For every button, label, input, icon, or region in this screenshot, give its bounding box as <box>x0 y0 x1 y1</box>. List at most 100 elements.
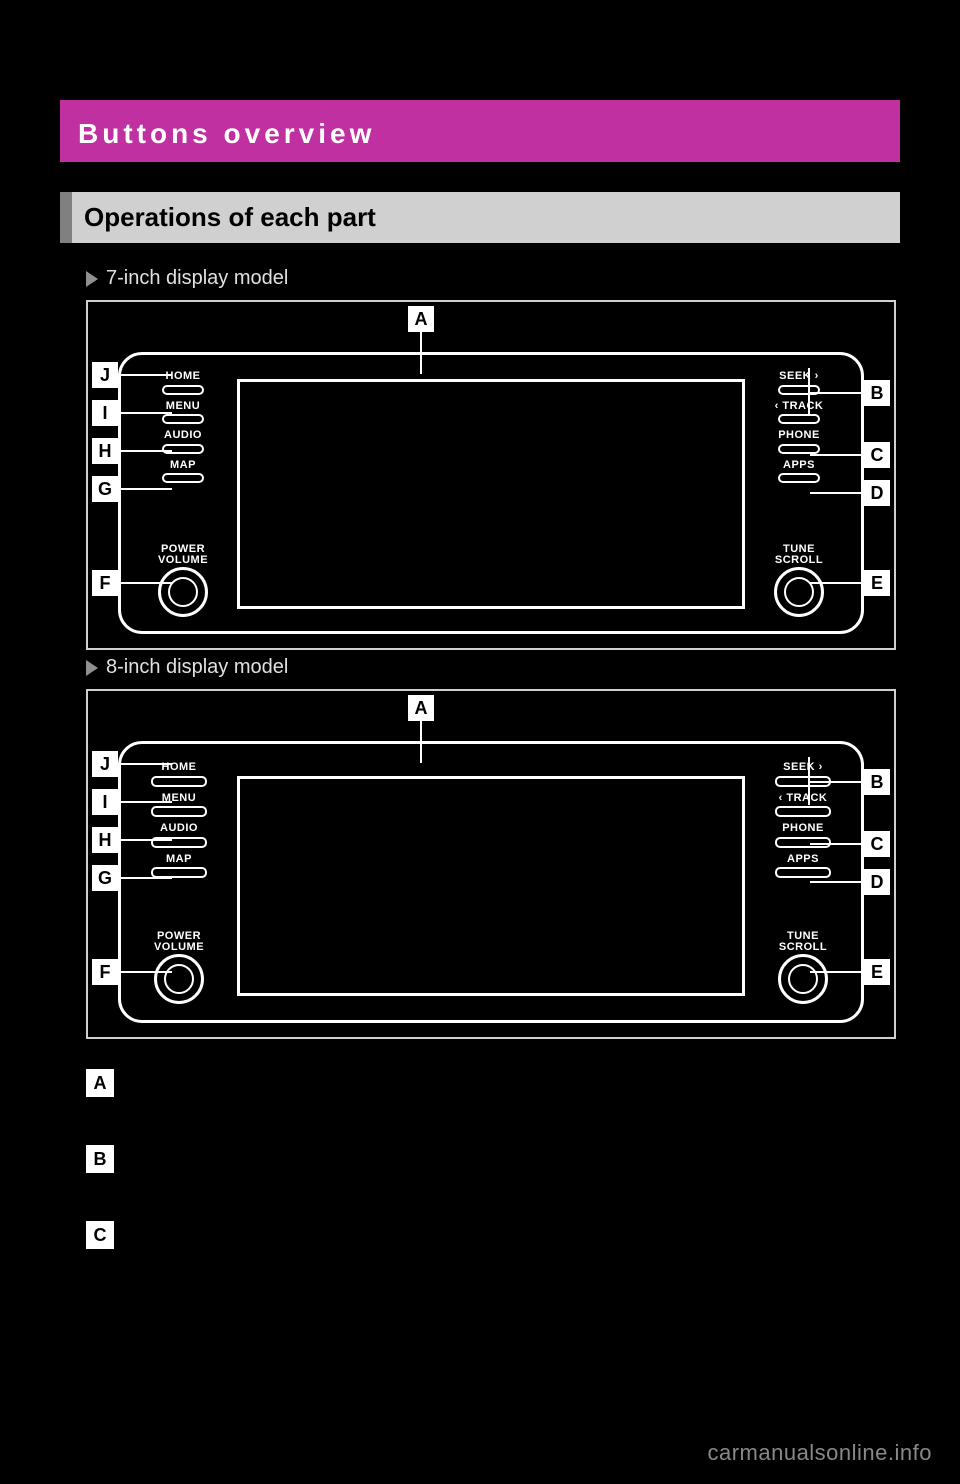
button-map[interactable]: MAP <box>151 848 207 879</box>
triangle-icon <box>86 271 98 287</box>
callout-box-E: E <box>864 570 890 596</box>
diagram-frame: AHOMEMENUAUDIOMAPPOWER VOLUMESEEK ›‹ TRA… <box>86 689 896 1039</box>
callout-lead <box>118 763 172 765</box>
callout-lead <box>118 582 172 584</box>
callout-lead <box>118 801 172 803</box>
definition-row: A <box>86 1069 900 1109</box>
callout-lead <box>810 881 864 883</box>
button-label: APPS <box>787 854 819 866</box>
button-label: MAP <box>170 460 196 472</box>
tune-scroll-knob[interactable]: TUNE SCROLL <box>778 925 828 1004</box>
callout-box-H: H <box>92 827 118 853</box>
callout-box-J: J <box>92 362 118 388</box>
left-button-column: HOME MENU AUDIO MAP POWER VOLUME <box>143 365 223 619</box>
button-label: APPS <box>783 460 815 472</box>
button-pill-icon <box>162 473 204 483</box>
power-volume-knob[interactable]: POWER VOLUME <box>158 538 208 617</box>
callout-box-C: C <box>864 442 890 468</box>
knob-label: TUNE SCROLL <box>779 931 827 954</box>
button-label: AUDIO <box>164 430 202 442</box>
callout-box-F: F <box>92 959 118 985</box>
knob-icon <box>778 954 828 1004</box>
button-menu[interactable]: MENU <box>162 395 204 425</box>
power-volume-knob[interactable]: POWER VOLUME <box>154 925 204 1004</box>
callout-lead <box>118 488 172 490</box>
callout-box-I: I <box>92 400 118 426</box>
definition-row: C <box>86 1221 900 1261</box>
callout-lead <box>118 374 172 376</box>
page-number <box>60 40 900 60</box>
triangle-icon <box>86 660 98 676</box>
variant-label: 8-inch display model <box>106 656 288 679</box>
callout-lead <box>810 582 864 584</box>
button-pill-icon <box>778 444 820 454</box>
callout-lead <box>810 454 864 456</box>
callout-box-D: D <box>864 480 890 506</box>
knob-icon <box>154 954 204 1004</box>
knob-label: TUNE SCROLL <box>775 544 823 567</box>
callout-box-A: A <box>408 695 434 721</box>
device-body: HOMEMENUAUDIOMAPPOWER VOLUMESEEK ›‹ TRAC… <box>118 741 864 1023</box>
diagram-frame: A HOME MENU AUDIO MAP POWER VOLUME SEEK ›‹ TRA… <box>86 300 896 650</box>
tune-scroll-knob[interactable]: TUNE SCROLL <box>774 538 824 617</box>
variant-label-row: 7-inch display model <box>86 267 900 290</box>
left-button-column: HOMEMENUAUDIOMAPPOWER VOLUME <box>139 756 219 1006</box>
button-pill-icon <box>162 444 204 454</box>
button-apps[interactable]: APPS <box>775 848 831 879</box>
callout-lead <box>118 877 172 879</box>
callout-box-E: E <box>864 959 890 985</box>
callout-box-G: G <box>92 865 118 891</box>
callout-bracket <box>808 368 810 416</box>
device-body: HOME MENU AUDIO MAP POWER VOLUME SEEK ›‹ TRAC… <box>118 352 864 634</box>
callout-lead <box>810 392 864 394</box>
button-label: PHONE <box>778 430 820 442</box>
definition-letter-box: A <box>86 1069 114 1097</box>
button-audio[interactable]: AUDIO <box>151 817 207 848</box>
knob-label: POWER VOLUME <box>158 544 208 567</box>
callout-box-F: F <box>92 570 118 596</box>
callout-box-H: H <box>92 438 118 464</box>
callout-box-I: I <box>92 789 118 815</box>
button-label: HOME <box>166 371 201 383</box>
button-label: SEEK › <box>779 371 819 383</box>
callout-lead <box>118 839 172 841</box>
knob-label: POWER VOLUME <box>154 931 204 954</box>
callout-lead <box>810 492 864 494</box>
button-label: MAP <box>166 854 192 866</box>
button-pill-icon <box>778 473 820 483</box>
callout-box-B: B <box>864 380 890 406</box>
button-home[interactable]: HOME <box>151 756 207 787</box>
button-label: SEEK › <box>783 762 823 774</box>
button-label: AUDIO <box>160 823 198 835</box>
section-title: Buttons overview <box>60 106 900 162</box>
variant-label: 7-inch display model <box>106 267 288 290</box>
button-pill-icon <box>775 867 831 878</box>
button-label: ‹ TRACK <box>779 793 828 805</box>
definition-row: B <box>86 1145 900 1185</box>
callout-box-C: C <box>864 831 890 857</box>
button-label: MENU <box>166 401 200 413</box>
touch-screen[interactable] <box>237 379 745 609</box>
callout-box-B: B <box>864 769 890 795</box>
button-apps[interactable]: APPS <box>778 454 820 484</box>
button-pill-icon <box>162 414 204 424</box>
sub-section-title: Operations of each part <box>60 192 900 243</box>
watermark: carmanualsonline.info <box>707 1440 932 1466</box>
button-phone[interactable]: PHONE <box>778 424 820 454</box>
button-map[interactable]: MAP <box>162 454 204 484</box>
definition-letter-box: C <box>86 1221 114 1249</box>
callout-box-A: A <box>408 306 434 332</box>
callout-box-J: J <box>92 751 118 777</box>
callout-bracket <box>808 757 810 805</box>
callout-lead <box>810 971 864 973</box>
definition-letter-box: B <box>86 1145 114 1173</box>
seek-track-button[interactable]: SEEK › ‹ TRACK <box>775 756 831 817</box>
button-home[interactable]: HOME <box>162 365 204 395</box>
touch-screen[interactable] <box>237 776 745 996</box>
callout-lead <box>810 781 864 783</box>
knob-icon <box>158 567 208 617</box>
knob-icon <box>774 567 824 617</box>
seek-track-button[interactable]: SEEK ›‹ TRACK <box>775 365 824 424</box>
callout-A-group: A <box>408 695 434 721</box>
definitions-list: A B C <box>86 1069 900 1261</box>
